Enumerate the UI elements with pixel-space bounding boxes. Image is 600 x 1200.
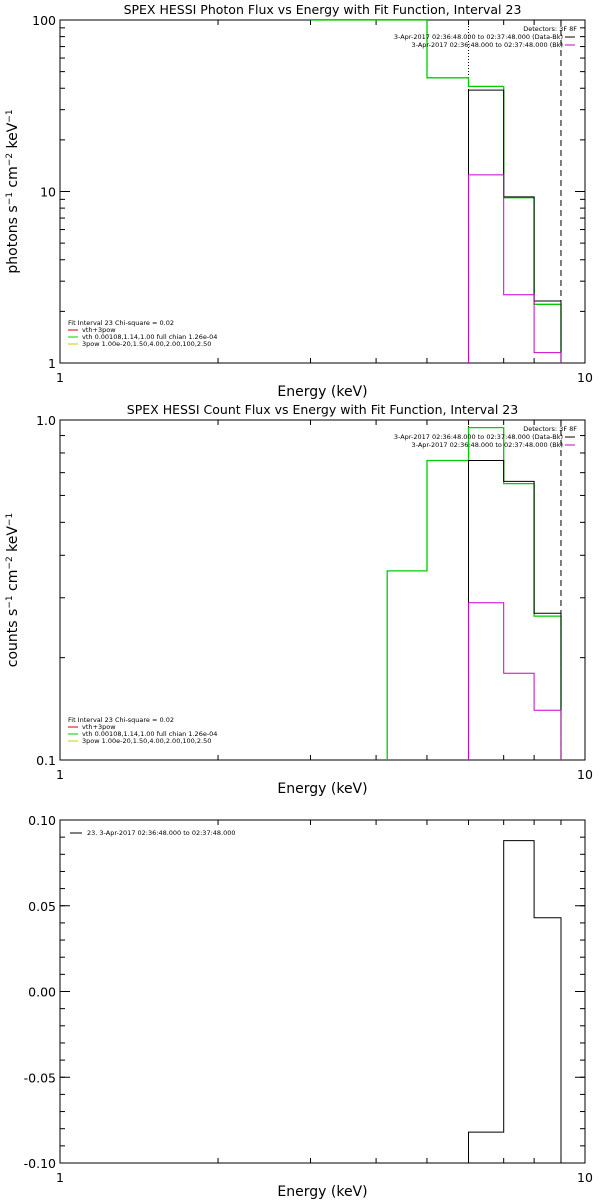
series-line-1 [386, 426, 562, 760]
x-axis-label: Energy (keV) [277, 781, 367, 797]
legend-left-entry: vth+3pow [82, 326, 116, 334]
x-axis-label: Energy (keV) [277, 1184, 367, 1200]
y-tick-label: -0.10 [24, 1156, 56, 1171]
y-axis-label: counts s−1 cm−2 keV−1 [5, 513, 21, 667]
y-tick-label: 100 [32, 13, 56, 28]
series-line-3 [468, 174, 562, 363]
y-tick-label: 0.10 [28, 813, 56, 828]
x-axis-label: Energy (keV) [277, 384, 367, 400]
plot-frame [59, 419, 586, 761]
y-tick-label: 0.1 [36, 753, 56, 768]
series-line-3 [468, 602, 562, 760]
legend-right-entry: 3-Apr-2017 02:36:48.000 to 02:37:48.000 … [394, 33, 563, 41]
detectors-label: Detectors: 3F 8F [523, 425, 577, 433]
detectors-label: Detectors: 3F 8F [523, 25, 577, 33]
plot-frame [59, 819, 586, 1164]
chart-panel-3: 1 10 -0.10 -0.05 0.00 0.05 0.10 Energy (keV) 23.… [24, 813, 593, 1200]
x-tick-label: 10 [577, 370, 593, 385]
x-tick-label: 1 [56, 767, 64, 782]
y-tick-label: 10 [40, 185, 56, 200]
series-line-2 [468, 89, 562, 363]
chart-panel-1: SPEX HESSI Photon Flux vs Energy with Fi… [5, 2, 593, 400]
x-tick-label: 1 [56, 370, 64, 385]
legend-left-entry: 3pow 1.00e-20,1.50,4.00,2.00,100,2.50 [82, 737, 211, 745]
series-line-1 [468, 840, 562, 1163]
legend-left-entry: vth 0.00108,1.14,1.00 full chian 1.26e-0… [82, 730, 217, 738]
legend-left-entry: vth 0.00108,1.14,1.00 full chian 1.26e-0… [82, 333, 217, 341]
x-tick-label: 1 [56, 1170, 64, 1185]
legend-interval-entry: 23. 3-Apr-2017 02:36:48.000 to 02:37:48.… [87, 829, 236, 837]
x-tick-label: 10 [577, 1170, 593, 1185]
legend-left-entry: 3pow 1.00e-20,1.50,4.00,2.00,100,2.50 [82, 340, 211, 348]
legend-right-entry: 3-Apr-2017 02:36:48.000 to 02:37:48.000 … [412, 41, 563, 49]
y-tick-label: 0.05 [28, 899, 56, 914]
chart-title: SPEX HESSI Photon Flux vs Energy with Fi… [124, 2, 522, 17]
fit-header: Fit Interval 23 Chi-square = 0.02 [68, 319, 174, 327]
chart-title: SPEX HESSI Count Flux vs Energy with Fit… [127, 402, 518, 417]
y-tick-label: 1 [48, 356, 56, 371]
chart-panel-2: SPEX HESSI Count Flux vs Energy with Fit… [5, 402, 593, 797]
series-line-1 [310, 20, 562, 363]
legend-left-entry: vth+3pow [82, 723, 116, 731]
fit-header: Fit Interval 23 Chi-square = 0.02 [68, 716, 174, 724]
x-tick-label: 10 [577, 767, 593, 782]
legend-right-entry: 3-Apr-2017 02:36:48.000 to 02:37:48.000 … [394, 433, 563, 441]
y-tick-label: 1.0 [36, 413, 56, 428]
series-line-2 [468, 460, 562, 760]
y-axis-label: photons s−1 cm−2 keV−1 [5, 109, 21, 273]
plot-frame [59, 19, 586, 364]
y-tick-label: 0.00 [28, 985, 56, 1000]
y-tick-label: -0.05 [24, 1070, 56, 1085]
legend-right-entry: 3-Apr-2017 02:36:48.000 to 02:37:48.000 … [412, 441, 563, 449]
